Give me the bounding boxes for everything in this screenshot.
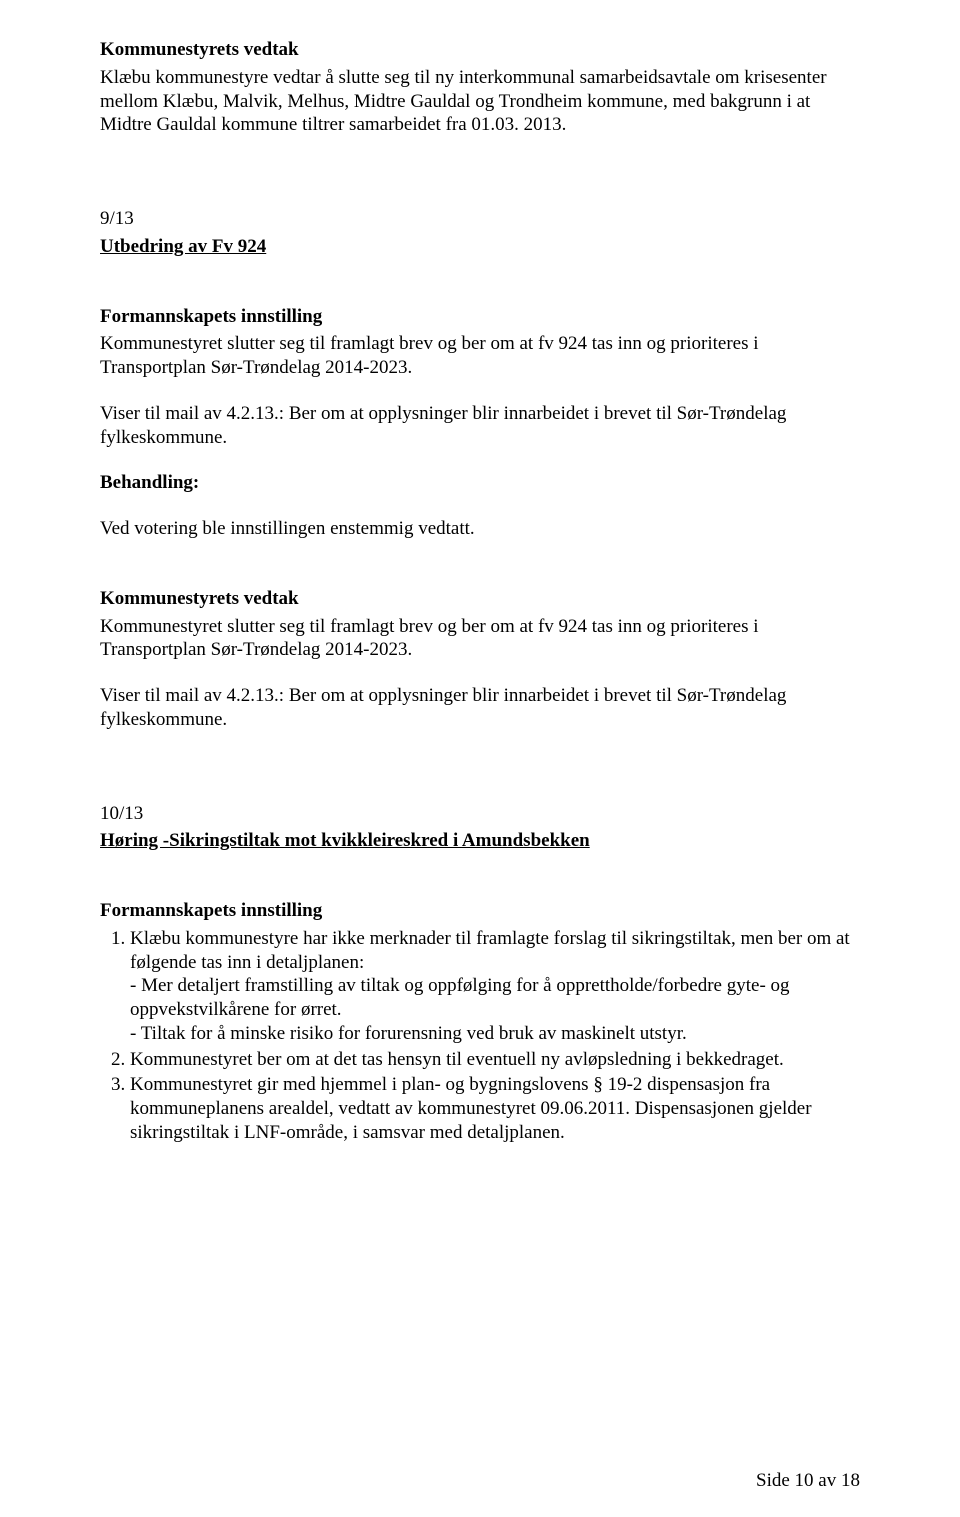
body-text: Kommunestyret slutter seg til framlagt b… [100,332,860,380]
list-subline: - Mer detaljert framstilling av tiltak o… [130,974,860,1022]
section-heading: Formannskapets innstilling [100,899,860,923]
body-text: Klæbu kommunestyre vedtar å slutte seg t… [100,66,860,137]
spacer [100,563,860,587]
body-text: Viser til mail av 4.2.13.: Ber om at opp… [100,402,860,450]
list-item: Kommunestyret gir med hjemmel i plan- og… [130,1073,860,1144]
ordered-list: Klæbu kommunestyre har ikke merknader ti… [100,927,860,1145]
item-number: 9/13 [100,207,860,231]
spacer [100,754,860,802]
page-container: Kommunestyrets vedtak Klæbu kommunestyre… [0,0,960,1517]
section-heading: Formannskapets innstilling [100,305,860,329]
list-item: Kommunestyret ber om at det tas hensyn t… [130,1048,860,1072]
spacer [100,281,860,305]
list-item: Klæbu kommunestyre har ikke merknader ti… [130,927,860,1046]
item-number: 10/13 [100,802,860,826]
item-title: Utbedring av Fv 924 [100,235,860,259]
item-title: Høring -Sikringstiltak mot kvikkleireskr… [100,829,860,853]
section-heading: Behandling: [100,471,860,495]
page-footer: Side 10 av 18 [756,1469,860,1493]
list-item-text: Kommunestyret gir med hjemmel i plan- og… [130,1074,812,1143]
spacer [100,159,860,207]
list-item-text: Kommunestyret ber om at det tas hensyn t… [130,1049,784,1070]
list-subline: - Tiltak for å minske risiko for foruren… [130,1022,860,1046]
spacer [100,875,860,899]
section-heading: Kommunestyrets vedtak [100,38,860,62]
body-text: Ved votering ble innstillingen enstemmig… [100,517,860,541]
body-text: Viser til mail av 4.2.13.: Ber om at opp… [100,684,860,732]
section-heading: Kommunestyrets vedtak [100,587,860,611]
body-text: Kommunestyret slutter seg til framlagt b… [100,615,860,663]
list-item-text: Klæbu kommunestyre har ikke merknader ti… [130,928,850,973]
